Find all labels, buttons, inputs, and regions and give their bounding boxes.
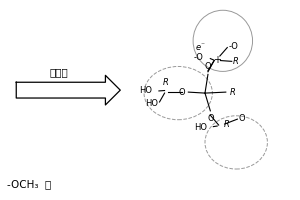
Text: R: R [230,88,236,97]
Text: +: + [213,55,221,65]
Text: HO: HO [194,123,207,132]
Text: HO: HO [139,86,152,95]
Text: e: e [196,43,201,52]
Text: ⁻: ⁻ [201,40,205,49]
Text: -O: -O [228,42,238,51]
Text: O: O [178,88,185,97]
Text: O: O [239,114,245,123]
Text: 催化剂: 催化剂 [50,67,69,77]
Text: -O: -O [194,53,203,62]
Text: O: O [208,114,214,123]
Polygon shape [16,75,120,105]
Text: R: R [163,78,168,87]
Text: R: R [232,57,238,66]
Text: O: O [205,62,211,71]
Text: R: R [224,120,230,129]
Text: -OCH₃  等: -OCH₃ 等 [7,179,52,189]
Text: HO: HO [145,99,158,108]
